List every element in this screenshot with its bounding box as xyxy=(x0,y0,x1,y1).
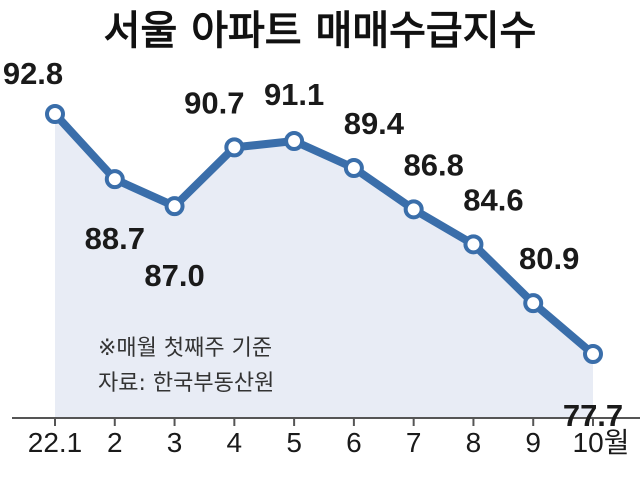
data-label-3: 87.0 xyxy=(144,258,204,293)
data-point-2 xyxy=(104,169,125,190)
tick-label-2: 2 xyxy=(107,427,123,458)
data-point-9 xyxy=(523,293,544,314)
data-point-8 xyxy=(463,234,484,255)
tick-label-3: 3 xyxy=(167,427,183,458)
series-line xyxy=(51,110,597,358)
series-layer xyxy=(51,110,597,358)
series-area xyxy=(55,114,593,418)
data-label-10: 77.7 xyxy=(563,398,623,433)
data-label-4: 90.7 xyxy=(184,85,244,120)
data-point-4 xyxy=(224,137,245,158)
tick-label-9: 9 xyxy=(525,427,541,458)
tick-label-5: 5 xyxy=(286,427,302,458)
chart-title: 서울 아파트 매매수급지수 xyxy=(104,8,537,54)
data-point-5 xyxy=(284,131,305,152)
data-point-7 xyxy=(403,199,424,220)
data-label-5: 91.1 xyxy=(264,77,324,112)
tick-label-6: 6 xyxy=(346,427,362,458)
note-source: 자료: 한국부동산원 xyxy=(98,371,274,396)
data-label-7: 86.8 xyxy=(403,147,463,182)
data-point-10 xyxy=(583,344,603,364)
area-layer xyxy=(55,114,593,418)
data-label-8: 84.6 xyxy=(463,182,523,217)
data-point-3 xyxy=(164,196,185,217)
data-point-6 xyxy=(343,158,364,179)
labels-layer: 92.8 88.787.0 90.7 91.1 89.4 86.884.6 80.9 77.7 xyxy=(3,56,623,433)
data-label-6: 89.4 xyxy=(344,106,405,141)
data-point-1 xyxy=(45,104,65,124)
marks-layer xyxy=(45,104,603,364)
data-label-2: 88.7 xyxy=(85,221,145,256)
tick-label-7: 7 xyxy=(406,427,422,458)
tick-label-4: 4 xyxy=(227,427,243,458)
tick-label-10: 10월 xyxy=(573,427,630,458)
tick-label-1: 22.1 xyxy=(28,427,83,458)
note-basis: ※매월 첫째주 기준 xyxy=(98,336,272,361)
ticks-layer: 22.1 2 3 4 5 6 7 8 9 10월 xyxy=(28,418,630,458)
notes-layer: ※매월 첫째주 기준 자료: 한국부동산원 xyxy=(98,336,274,396)
data-label-9: 80.9 xyxy=(519,241,579,276)
data-label-1: 92.8 xyxy=(3,56,63,91)
tick-label-8: 8 xyxy=(466,427,482,458)
